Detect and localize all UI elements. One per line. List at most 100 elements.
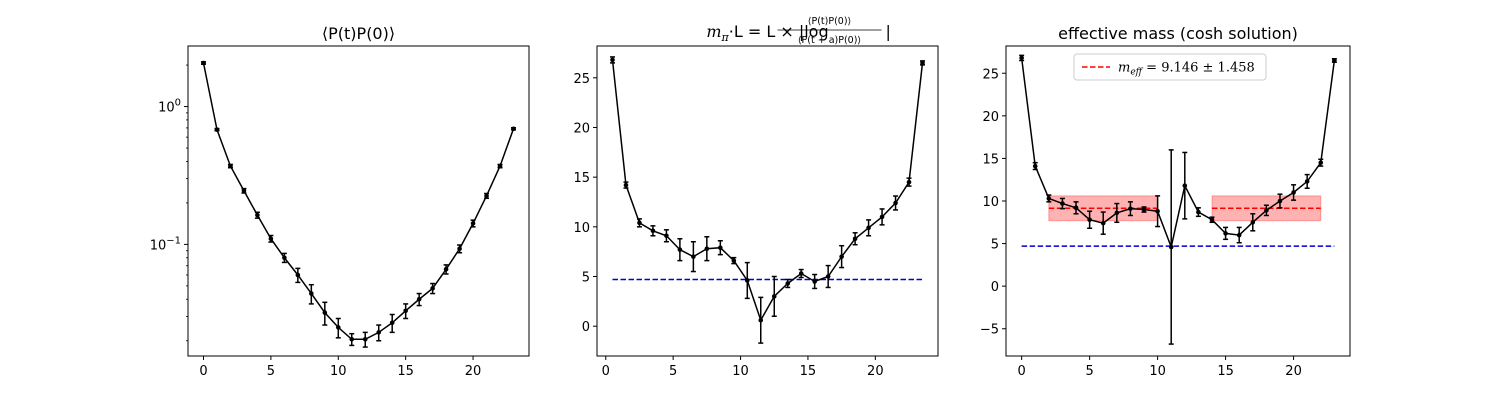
data-point <box>812 279 817 284</box>
data-point <box>852 236 858 242</box>
axes-frame <box>187 45 530 357</box>
data-point <box>1318 160 1324 165</box>
y-tick-label: 20 <box>573 121 590 136</box>
x-tick-label: 5 <box>267 364 275 379</box>
x-tick-label: 20 <box>465 364 482 379</box>
y-tick-label: 100 <box>158 98 181 116</box>
data-point <box>839 254 844 259</box>
data-point <box>1060 201 1065 206</box>
data-point <box>376 330 382 335</box>
x-tick-label: 15 <box>800 364 817 379</box>
data-point <box>295 272 301 278</box>
x-tick-label: 15 <box>1217 364 1234 379</box>
data-point <box>511 126 516 132</box>
data-point <box>866 225 871 231</box>
x-tick-label: 0 <box>602 364 610 379</box>
data-point <box>201 60 206 66</box>
data-point <box>241 188 247 194</box>
series-line <box>202 62 515 341</box>
y-tick-label: 15 <box>573 171 590 186</box>
data-point <box>457 246 462 252</box>
data-point <box>1277 198 1283 204</box>
data-point <box>893 200 898 206</box>
data-point <box>362 336 368 342</box>
y-tick-label: 25 <box>982 67 999 82</box>
data-point <box>403 308 408 314</box>
title-numerator: ⟨P(t)P(0)⟩ <box>808 16 851 27</box>
data-point <box>322 310 328 315</box>
legend-box <box>1073 53 1267 81</box>
data-point <box>771 294 777 299</box>
data-point <box>484 193 489 199</box>
y-tick-label: 15 <box>982 152 999 167</box>
correlator-panel: 0 5 10 15 20 100 10−1 ⟨P(t)P(0)⟩ <box>150 24 530 379</box>
x-tick-label: 20 <box>867 364 884 379</box>
x-tick-label: 5 <box>1085 364 1093 379</box>
data-point <box>1332 58 1337 63</box>
y-tick-label: 25 <box>573 72 590 87</box>
y-tick-label: 0 <box>991 280 999 295</box>
data-point <box>906 179 912 185</box>
data-point <box>470 221 476 226</box>
x-tick-label: 0 <box>1017 364 1025 379</box>
pion-mass-panel: 0 5 10 15 20 0 5 10 15 20 25 mπ·L = L × |log⟨P(t)P(… <box>573 16 939 379</box>
x-tick-label: 5 <box>669 364 677 379</box>
data-point <box>282 255 287 261</box>
data-point <box>430 286 435 291</box>
title-close-bar: | <box>886 22 891 41</box>
y-tick-label: 5 <box>991 238 999 253</box>
data-point <box>1182 183 1188 188</box>
y-tick-label: 0 <box>582 320 590 335</box>
y-tick-label: −5 <box>980 323 999 338</box>
data-point <box>664 233 669 239</box>
data-point <box>610 57 615 63</box>
data-point <box>335 325 341 330</box>
data-point <box>349 336 355 342</box>
data-point <box>825 274 831 279</box>
data-point <box>731 258 737 263</box>
data-point <box>1032 163 1038 169</box>
data-point <box>1046 196 1052 201</box>
data-point <box>785 281 791 286</box>
effective-mass-panel: 0 5 10 15 20 −5 0 5 10 15 20 25 effective mass (cosh… <box>980 24 1351 379</box>
x-tick-label: 20 <box>1285 364 1302 379</box>
data-point <box>416 296 422 302</box>
data-point <box>1223 231 1228 236</box>
data-point <box>1264 208 1269 213</box>
data-point <box>1087 217 1092 223</box>
y-tick-label: 10 <box>982 195 999 210</box>
data-point <box>1141 207 1147 212</box>
data-point <box>1128 206 1133 211</box>
x-tick-label: 10 <box>1149 364 1166 379</box>
chart-title: mπ·L = L × |log <box>706 22 828 44</box>
data-point <box>1019 55 1024 61</box>
data-point <box>677 247 683 252</box>
x-tick-label: 10 <box>330 364 347 379</box>
title-denominator: ⟨P(t + a)P(0)⟩ <box>798 35 861 46</box>
data-point <box>1196 209 1201 215</box>
data-point <box>744 278 750 283</box>
x-tick-label: 0 <box>199 364 207 379</box>
x-tick-label: 10 <box>732 364 749 379</box>
data-point <box>1168 244 1174 250</box>
chart-title: effective mass (cosh solution) <box>1058 24 1298 43</box>
chart-title: ⟨P(t)P(0)⟩ <box>322 24 395 43</box>
data-point <box>443 266 449 272</box>
x-tick-label: 15 <box>397 364 414 379</box>
data-point <box>1209 217 1215 223</box>
series-line <box>1020 57 1336 250</box>
data-point <box>1155 208 1160 214</box>
data-point <box>1291 190 1296 195</box>
y-tick-label: 20 <box>982 110 999 125</box>
y-tick-label: 10−1 <box>150 235 181 253</box>
data-point <box>1073 205 1079 211</box>
data-point <box>718 245 723 250</box>
data-point <box>497 163 503 169</box>
y-tick-label: 5 <box>582 271 590 286</box>
data-point <box>309 291 314 296</box>
data-point <box>758 317 764 323</box>
data-point <box>268 236 274 241</box>
series-line <box>611 59 924 323</box>
data-point <box>1114 210 1120 216</box>
legend-label: meff = 9.146 ± 1.458 <box>1118 61 1255 78</box>
